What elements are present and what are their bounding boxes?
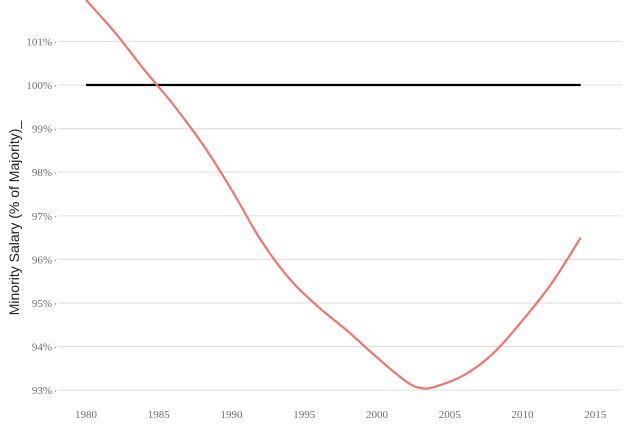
x-tick-label: 2000 (366, 409, 389, 421)
y-tick-mark (54, 259, 57, 262)
y-axis-label: Minority Salary (% of Majority)_ (6, 121, 22, 316)
y-tick-label: 98% (32, 167, 52, 179)
y-tick-label: 100% (26, 80, 52, 92)
x-tick-label: 2015 (584, 409, 607, 421)
data-series (85, 0, 582, 390)
y-tick-mark (54, 303, 57, 305)
minority-salary-line (85, 0, 582, 390)
y-tick-label: 96% (32, 254, 52, 266)
horizontal-gridlines (58, 40, 622, 391)
y-axis-ticks: 93% 94% 95% 96% 97% 98% 99% 100% 101% (26, 36, 57, 397)
y-tick-mark (54, 216, 57, 218)
y-tick-label: 93% (32, 385, 52, 397)
y-tick-mark (54, 172, 57, 174)
y-tick-label: 94% (32, 342, 52, 354)
x-tick-label: 1995 (293, 409, 316, 421)
x-tick-label: 1980 (75, 409, 98, 421)
x-axis-ticks: 1980 1985 1990 1995 2000 2005 2010 2015 (75, 409, 607, 421)
y-tick-label: 101% (26, 36, 52, 48)
y-tick-mark (54, 346, 57, 349)
y-tick-label: 99% (32, 124, 52, 136)
y-tick-mark (54, 41, 57, 44)
x-tick-label: 1990 (221, 409, 244, 421)
y-tick-label: 95% (32, 298, 52, 310)
y-tick-mark (54, 128, 57, 131)
y-tick-label: 97% (32, 211, 52, 223)
y-tick-mark (54, 390, 57, 392)
x-tick-label: 2010 (512, 409, 535, 421)
x-tick-label: 1985 (148, 409, 171, 421)
x-tick-label: 2005 (439, 409, 462, 421)
y-tick-mark (54, 85, 57, 87)
